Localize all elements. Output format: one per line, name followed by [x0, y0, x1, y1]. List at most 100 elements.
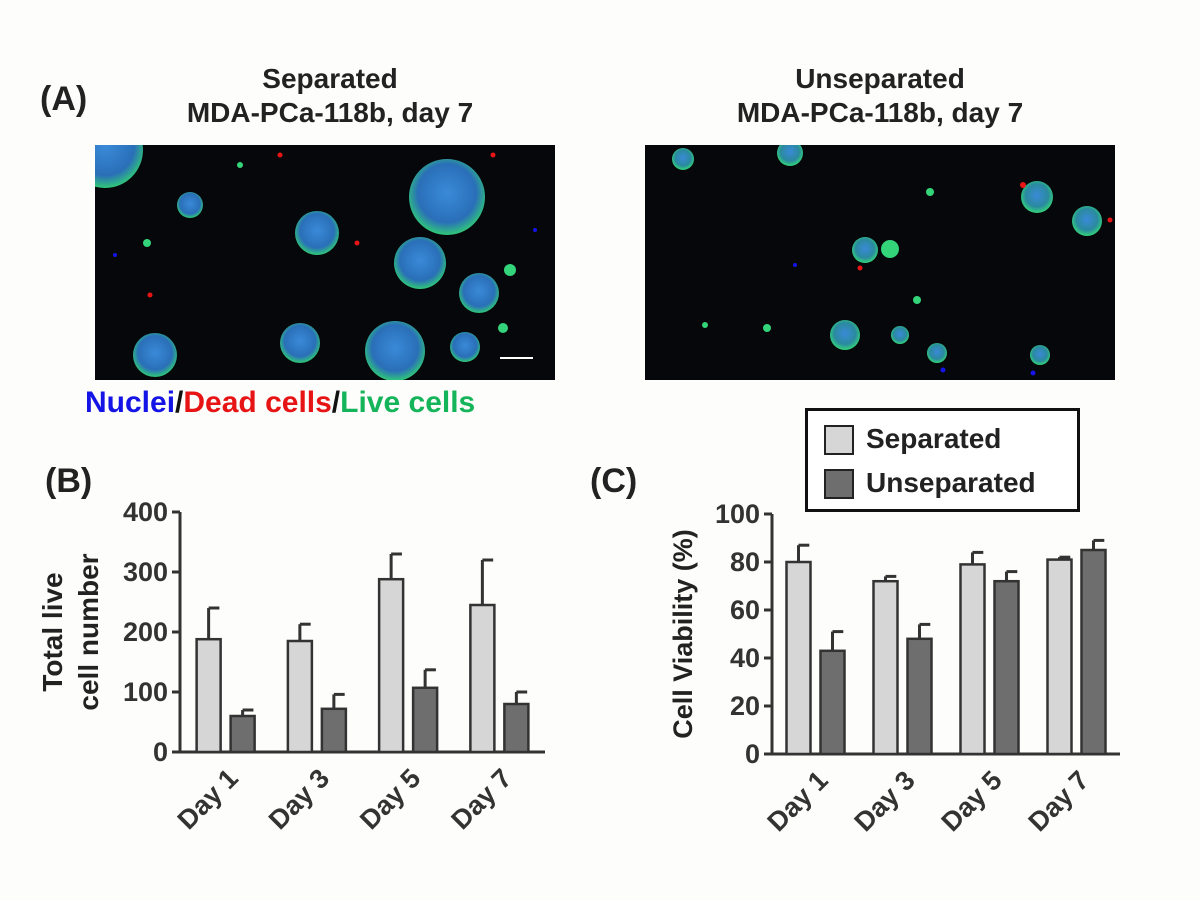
y-tick-label: 100 — [715, 499, 760, 529]
chart-b-total-live-cells: 0 100 200 300 400 Day 1 Day 3 Day 5 Day 7 Total l… — [37, 497, 545, 835]
bar-separated — [785, 560, 812, 756]
dead-cell — [1107, 217, 1113, 223]
x-tick-label: Day 1 — [762, 765, 834, 837]
cell-cluster — [295, 211, 339, 255]
nucleus — [533, 228, 537, 232]
right-image-title: Unseparated MDA-PCa-118b, day 7 — [645, 62, 1115, 130]
nucleus — [1030, 370, 1036, 376]
stain-dead-label: Dead cells — [183, 386, 332, 419]
cell-cluster — [365, 321, 425, 380]
x-tick-label: Day 7 — [445, 763, 517, 835]
bar-unseparated — [819, 649, 846, 756]
y-tick-label: 60 — [730, 595, 760, 625]
cell-cluster — [852, 237, 878, 263]
bar-separated — [959, 563, 986, 756]
stain-caption: Nuclei/Dead cells/Live cells — [85, 386, 475, 420]
cell-cluster — [280, 323, 320, 363]
x-tick-label: Day 3 — [263, 763, 335, 835]
live-cell — [926, 188, 934, 196]
bar-unseparated — [320, 707, 348, 754]
cell-cluster — [830, 320, 860, 350]
y-axis-title-line1: Total live — [37, 572, 68, 691]
dead-cell — [857, 265, 863, 271]
legend-label-unseparated: Unseparated — [866, 467, 1036, 498]
left-image-title: Separated MDA-PCa-118b, day 7 — [95, 62, 565, 130]
cell-cluster — [1021, 181, 1053, 213]
live-cell — [504, 264, 516, 276]
cell-cluster — [1072, 206, 1102, 236]
cell-cluster — [133, 333, 177, 377]
bar-unseparated — [1080, 548, 1107, 756]
y-axis-title-line2: cell number — [73, 553, 104, 710]
y-tick-label: 80 — [730, 547, 760, 577]
nucleus — [940, 367, 946, 373]
live-cell — [913, 296, 921, 304]
y-tick-label: 0 — [153, 737, 168, 767]
live-cell — [498, 323, 508, 333]
bar-unseparated — [503, 702, 530, 754]
legend-swatch-unseparated — [824, 469, 854, 499]
panel-b-label: (B) — [45, 462, 93, 500]
stain-separator: / — [331, 386, 341, 419]
panel-c-label: (C) — [590, 462, 638, 500]
live-cell — [702, 322, 708, 328]
x-tick-label: Day 5 — [354, 763, 426, 835]
x-tick-label: Day 3 — [849, 765, 921, 837]
panel-a-label: (A) — [40, 80, 88, 118]
y-axis-title: Cell Viability (%) — [668, 529, 698, 739]
cell-cluster — [95, 145, 143, 188]
y-tick-label: 20 — [730, 691, 760, 721]
live-cell — [881, 240, 899, 258]
dead-cell — [354, 240, 360, 246]
left-title-line1: Separated — [262, 63, 398, 94]
live-cell — [237, 162, 243, 168]
y-tick-label: 200 — [123, 617, 168, 647]
cell-cluster — [672, 148, 694, 170]
x-tick-label: Day 7 — [1023, 765, 1095, 837]
live-cell — [143, 239, 151, 247]
nucleus — [113, 253, 117, 257]
bar-separated — [872, 579, 899, 756]
dead-cell — [490, 152, 496, 158]
cell-cluster — [927, 343, 947, 363]
nucleus — [793, 263, 797, 267]
cell-cluster — [459, 273, 499, 313]
cell-cluster — [177, 192, 203, 218]
legend-swatch-separated — [824, 425, 854, 455]
y-tick-label: 400 — [123, 497, 168, 527]
unseparated-micrograph — [645, 145, 1115, 380]
separated-micrograph — [95, 145, 555, 380]
stain-live-label: Live cells — [340, 386, 476, 419]
right-title-line2: MDA-PCa-118b, day 7 — [736, 97, 1024, 128]
left-title-line2: MDA-PCa-118b, day 7 — [186, 97, 474, 128]
bar-unseparated — [229, 714, 256, 754]
bar-separated — [1046, 558, 1073, 756]
x-tick-label: Day 1 — [172, 763, 244, 835]
bar-unseparated — [993, 579, 1020, 756]
cell-cluster — [450, 332, 480, 362]
separated-micrograph-drawing — [95, 145, 537, 380]
cell-cluster — [394, 237, 446, 289]
chart-legend: Separated Unseparated — [805, 408, 1080, 512]
dead-cell — [1020, 182, 1026, 188]
live-cell — [763, 324, 771, 332]
legend-label-separated: Separated — [866, 423, 1002, 454]
bar-unseparated — [411, 686, 439, 754]
y-tick-label: 300 — [123, 557, 168, 587]
stain-separator: / — [175, 386, 184, 419]
cell-cluster — [777, 145, 803, 166]
bar-separated — [195, 637, 222, 754]
chart-c-cell-viability: 0 20 40 60 80 100 Day 1 Day 3 Day 5 Day 7 Cell Via… — [668, 499, 1120, 837]
bar-separated — [377, 577, 405, 754]
stain-nuclei-label: Nuclei — [85, 386, 176, 419]
bar-separated — [469, 603, 496, 754]
dead-cell — [147, 292, 153, 298]
y-tick-label: 0 — [745, 739, 760, 769]
y-tick-label: 40 — [730, 643, 760, 673]
y-tick-label: 100 — [123, 677, 168, 707]
x-tick-label: Day 5 — [936, 765, 1008, 837]
cell-cluster — [891, 326, 909, 344]
cell-cluster — [409, 159, 485, 235]
unseparated-micrograph-drawing — [672, 145, 1113, 376]
dead-cell — [277, 152, 283, 158]
